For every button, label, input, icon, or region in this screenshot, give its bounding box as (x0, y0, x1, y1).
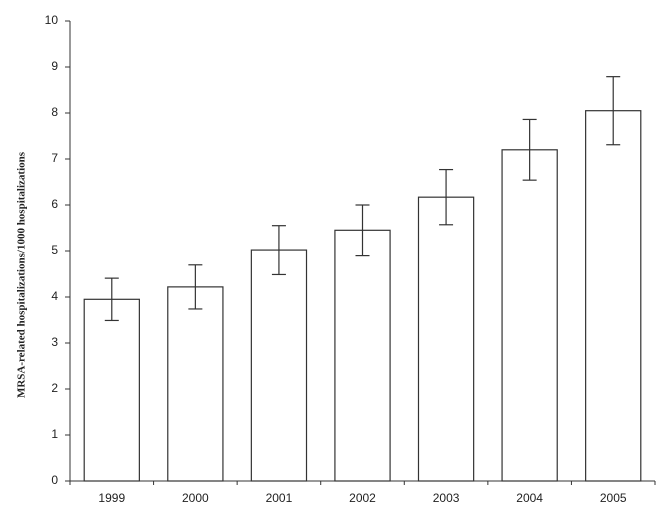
y-tick-label: 6 (51, 197, 58, 211)
error-bar (188, 264, 203, 310)
bar (501, 149, 558, 482)
bar (83, 298, 140, 482)
y-tick-label: 5 (51, 243, 58, 257)
x-tick-label: 2002 (349, 491, 376, 505)
bar (167, 286, 224, 482)
bar (334, 229, 391, 482)
x-tick-label: 2001 (266, 491, 293, 505)
y-tick-label: 1 (51, 427, 58, 441)
y-tick-label: 2 (51, 381, 58, 395)
bar (250, 249, 308, 482)
error-bar (439, 168, 454, 226)
error-bar (104, 277, 119, 322)
y-axis-label: MRSA-related hospitalizations/1000 hospi… (16, 151, 28, 398)
bar (585, 110, 642, 482)
y-tick-label: 3 (51, 335, 58, 349)
y-tick-label: 8 (51, 105, 58, 119)
y-tick-label: 0 (51, 473, 58, 487)
y-tick-label: 4 (51, 289, 58, 303)
error-bar (355, 204, 370, 257)
y-tick-label: 9 (51, 59, 58, 73)
x-tick-label: 2004 (516, 491, 543, 505)
x-tick-label: 2005 (600, 491, 627, 505)
x-tick-label: 2003 (433, 491, 460, 505)
y-tick-label: 7 (51, 151, 58, 165)
error-bar (271, 225, 286, 276)
x-tick-label: 1999 (98, 491, 125, 505)
x-tick-label: 2000 (182, 491, 209, 505)
bar (417, 196, 475, 482)
error-bar (606, 76, 621, 146)
error-bar (522, 118, 537, 181)
y-tick-label: 10 (45, 13, 59, 27)
